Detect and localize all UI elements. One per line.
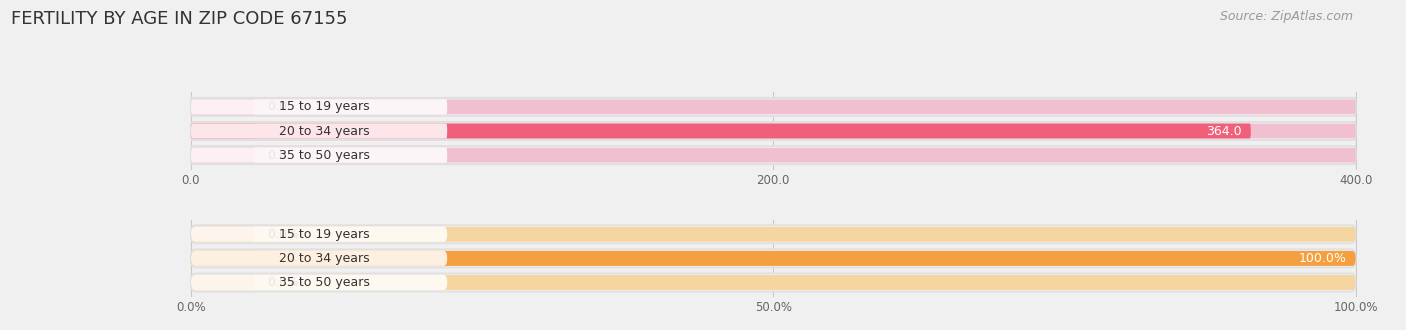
- FancyBboxPatch shape: [191, 227, 447, 242]
- FancyBboxPatch shape: [191, 99, 447, 115]
- FancyBboxPatch shape: [191, 251, 447, 266]
- FancyBboxPatch shape: [191, 99, 254, 115]
- FancyBboxPatch shape: [191, 148, 254, 163]
- Text: 35 to 50 years: 35 to 50 years: [278, 276, 370, 289]
- Text: 0.0%: 0.0%: [267, 228, 298, 241]
- FancyBboxPatch shape: [191, 275, 254, 290]
- Text: 20 to 34 years: 20 to 34 years: [278, 252, 370, 265]
- Text: 100.0%: 100.0%: [1298, 252, 1347, 265]
- FancyBboxPatch shape: [191, 251, 254, 266]
- Text: FERTILITY BY AGE IN ZIP CODE 67155: FERTILITY BY AGE IN ZIP CODE 67155: [11, 10, 347, 28]
- FancyBboxPatch shape: [191, 227, 254, 242]
- FancyBboxPatch shape: [191, 123, 447, 139]
- Text: 20 to 34 years: 20 to 34 years: [278, 124, 370, 138]
- FancyBboxPatch shape: [191, 123, 254, 139]
- FancyBboxPatch shape: [191, 225, 1355, 243]
- Text: 0.0: 0.0: [267, 100, 287, 114]
- FancyBboxPatch shape: [191, 123, 1251, 139]
- FancyBboxPatch shape: [191, 227, 1355, 242]
- FancyBboxPatch shape: [191, 99, 1355, 115]
- FancyBboxPatch shape: [191, 146, 1355, 164]
- FancyBboxPatch shape: [191, 123, 1355, 139]
- Text: 0.0%: 0.0%: [267, 276, 298, 289]
- Text: 15 to 19 years: 15 to 19 years: [278, 228, 370, 241]
- FancyBboxPatch shape: [191, 274, 1355, 291]
- Text: 15 to 19 years: 15 to 19 years: [278, 100, 370, 114]
- FancyBboxPatch shape: [191, 275, 1355, 290]
- Text: 364.0: 364.0: [1206, 124, 1241, 138]
- FancyBboxPatch shape: [191, 275, 447, 290]
- FancyBboxPatch shape: [191, 251, 1355, 266]
- Text: 0.0: 0.0: [267, 148, 287, 162]
- Text: Source: ZipAtlas.com: Source: ZipAtlas.com: [1219, 10, 1353, 23]
- FancyBboxPatch shape: [191, 148, 1355, 163]
- FancyBboxPatch shape: [191, 249, 1355, 267]
- FancyBboxPatch shape: [191, 122, 1355, 140]
- FancyBboxPatch shape: [191, 251, 1355, 266]
- Text: 35 to 50 years: 35 to 50 years: [278, 148, 370, 162]
- FancyBboxPatch shape: [191, 98, 1355, 116]
- FancyBboxPatch shape: [191, 148, 447, 163]
